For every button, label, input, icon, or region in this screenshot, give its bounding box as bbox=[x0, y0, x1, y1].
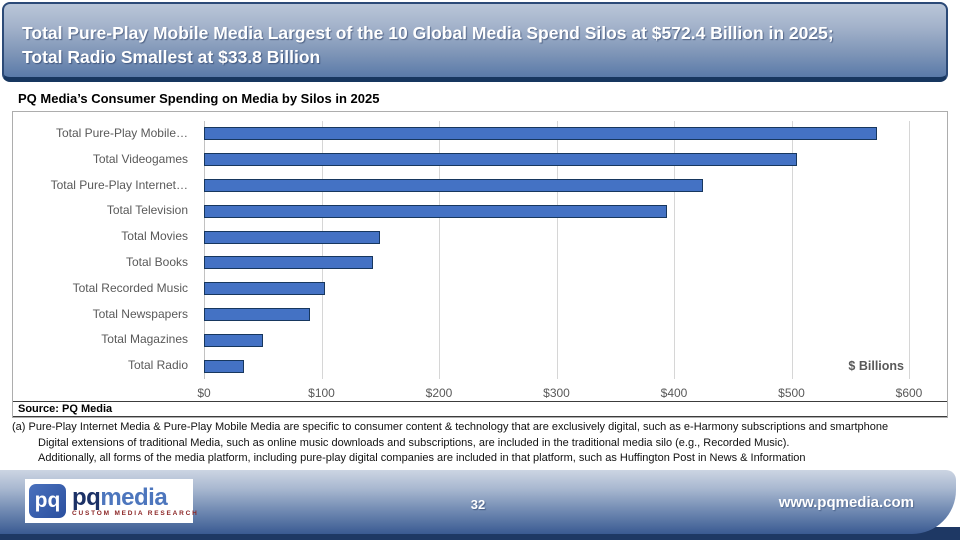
chart-heading: PQ Media’s Consumer Spending on Media by… bbox=[18, 91, 380, 106]
category-label: Total Television bbox=[106, 203, 188, 218]
bar bbox=[204, 307, 310, 321]
bar-row bbox=[204, 276, 909, 302]
x-tick-label: $0 bbox=[197, 386, 211, 400]
bar bbox=[204, 333, 263, 347]
footnotes: (a) Pure-Play Internet Media & Pure-Play… bbox=[12, 420, 960, 468]
gridline bbox=[204, 121, 205, 379]
x-tick-label: $500 bbox=[778, 386, 805, 400]
footer-bar: pq pqmedia CUSTOM MEDIA RESEARCH 32 www.… bbox=[0, 470, 956, 534]
bar bbox=[204, 256, 374, 270]
bar-row bbox=[204, 198, 909, 224]
category-label: Total Pure-Play Mobile… bbox=[55, 126, 188, 140]
x-tick-label: $100 bbox=[308, 386, 335, 400]
bar-row bbox=[204, 353, 909, 379]
bar-row bbox=[204, 302, 909, 328]
footnote-line: Additionally, all forms of the media pla… bbox=[38, 452, 806, 464]
gridline bbox=[909, 121, 910, 379]
x-tick-label: $200 bbox=[425, 386, 453, 400]
source-label: Source: PQ Media bbox=[18, 403, 113, 415]
footnote-line: Digital extensions of traditional Media,… bbox=[38, 436, 790, 449]
bar bbox=[204, 359, 244, 373]
logo-name-secondary: media bbox=[100, 483, 168, 511]
category-label: Total Recorded Music bbox=[72, 280, 188, 295]
bar-row bbox=[204, 224, 909, 250]
slide-title-line2: Total Radio Smallest at $33.8 Billion bbox=[22, 47, 321, 67]
bar bbox=[204, 153, 798, 167]
pqmedia-logo: pq pqmedia CUSTOM MEDIA RESEARCH bbox=[25, 479, 197, 523]
category-label: Total Books bbox=[125, 254, 188, 269]
bar-row bbox=[204, 327, 909, 353]
x-tick-label: $400 bbox=[660, 386, 688, 400]
pqmedia-logo-text: pqmedia CUSTOM MEDIA RESEARCH bbox=[72, 483, 199, 517]
x-axis-ticks: $0 $100 $200 $300 $400 $500 $600 bbox=[197, 386, 922, 401]
category-label: Total Pure-Play Internet… bbox=[50, 177, 188, 192]
gridline bbox=[321, 121, 323, 379]
gridline bbox=[791, 121, 793, 379]
website-text: www.pqmedia.com bbox=[778, 494, 914, 511]
chart-container: Total Pure-Play Mobile… Total Videogames T… bbox=[12, 111, 948, 418]
category-label: Total Newspapers bbox=[92, 306, 188, 321]
x-tick-label: $300 bbox=[543, 386, 570, 400]
bar bbox=[204, 178, 704, 192]
gridline bbox=[439, 121, 440, 379]
gridline bbox=[556, 121, 558, 379]
category-labels: Total Pure-Play Mobile… Total Videogames T… bbox=[13, 121, 196, 379]
bar bbox=[204, 127, 877, 141]
axis-unit-label: $ Billions bbox=[848, 359, 904, 373]
slide-title-banner: Total Pure-Play Mobile Media Largest of … bbox=[2, 2, 948, 82]
page-number: 32 bbox=[470, 497, 486, 512]
bar bbox=[204, 230, 381, 244]
logo-tagline: CUSTOM MEDIA RESEARCH bbox=[72, 509, 199, 517]
bar bbox=[204, 204, 667, 218]
pqmedia-logo-name: pqmedia bbox=[72, 483, 199, 511]
footnote-line: (a) Pure-Play Internet Media & Pure-Play… bbox=[12, 421, 889, 433]
category-label: Total Radio bbox=[127, 358, 188, 373]
logo-name-primary: pq bbox=[72, 483, 101, 511]
category-label: Total Videogames bbox=[92, 151, 188, 166]
bar-row bbox=[204, 173, 909, 199]
bar-row bbox=[204, 147, 909, 173]
gridline bbox=[674, 121, 675, 379]
bar bbox=[204, 282, 326, 296]
bar-row bbox=[204, 250, 909, 276]
x-tick-label: $600 bbox=[895, 386, 923, 400]
slide-title-line1: Total Pure-Play Mobile Media Largest of … bbox=[22, 23, 834, 43]
category-label: Total Movies bbox=[121, 229, 188, 244]
source-bar: Source: PQ Media bbox=[13, 401, 947, 417]
category-label: Total Magazines bbox=[101, 332, 188, 347]
plot-area bbox=[204, 121, 910, 379]
bar-row bbox=[204, 121, 909, 147]
pqmedia-logo-mark: pq bbox=[29, 484, 66, 518]
